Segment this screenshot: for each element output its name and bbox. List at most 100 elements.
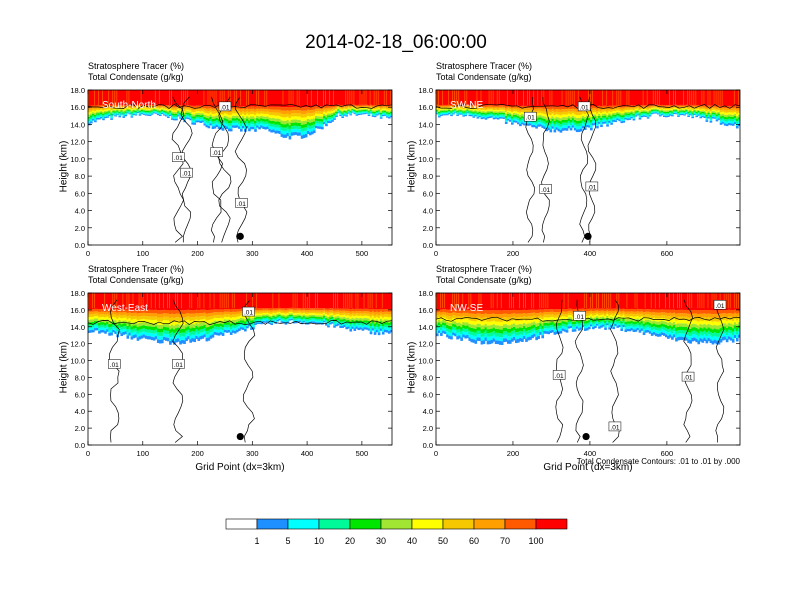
tracer-cell: [719, 116, 723, 119]
tracer-cell: [130, 329, 134, 333]
tracer-cell: [464, 109, 467, 112]
tracer-cell: [492, 113, 496, 115]
tracer-cell: [94, 313, 97, 317]
tracer-cell: [369, 104, 373, 106]
tracer-cell: [478, 115, 482, 118]
tracer-cell: [126, 108, 130, 110]
tracer-cell: [92, 107, 95, 109]
tracer-cell: [335, 310, 338, 313]
tracer-cell: [272, 320, 276, 323]
tracer-cell: [335, 322, 338, 325]
y-tick-label: 12.0: [418, 138, 433, 147]
tracer-cell: [308, 122, 312, 126]
tracer-cell: [254, 109, 257, 113]
tracer-cell: [167, 334, 170, 338]
tracer-cell: [148, 326, 152, 330]
contour-label: .01: [580, 104, 589, 111]
tracer-cell: [553, 126, 557, 130]
tracer-cell: [703, 112, 707, 114]
tracer-cell: [319, 322, 322, 325]
tracer-cell: [737, 123, 740, 127]
tracer-cell: [521, 116, 524, 119]
tracer-cell: [476, 115, 480, 118]
tracer-cell: [614, 90, 617, 106]
tracer-cell: [381, 328, 385, 332]
tracer-cell: [351, 109, 355, 110]
tracer-cell: [173, 325, 176, 330]
tracer-cell: [500, 106, 504, 109]
tracer-cell: [606, 115, 609, 118]
tracer-cell: [191, 120, 194, 123]
tracer-cell: [618, 114, 622, 116]
tracer-cell: [713, 106, 717, 109]
tracer-cell: [110, 115, 113, 117]
tracer-cell: [677, 107, 680, 110]
tracer-cell: [464, 106, 467, 108]
tracer-cell: [193, 293, 197, 311]
tracer-cell: [110, 309, 113, 313]
tracer-cell: [331, 320, 334, 322]
tracer-cell: [343, 108, 346, 110]
tracer-cell: [446, 114, 449, 116]
tracer-cell: [515, 109, 518, 112]
tracer-cell: [132, 111, 136, 113]
tracer-cell: [468, 105, 472, 107]
tracer-cell: [654, 90, 658, 105]
tracer-cell: [719, 122, 723, 125]
tracer-cell: [242, 320, 245, 323]
tracer-cell: [160, 317, 164, 322]
tracer-cell: [199, 115, 203, 118]
tracer-cell: [675, 110, 678, 112]
tracer-cell: [278, 109, 282, 113]
tracer-cell: [114, 112, 117, 114]
tracer-cell: [373, 309, 377, 313]
tracer-cell: [158, 339, 162, 344]
tracer-cell: [446, 312, 449, 316]
tracer-cell: [205, 330, 209, 335]
tracer-cell: [729, 123, 733, 126]
tracer-cell: [381, 331, 385, 335]
tracer-cell: [488, 112, 492, 114]
tracer-cell: [244, 120, 247, 124]
tracer-cell: [185, 313, 188, 317]
tracer-streak: [304, 293, 306, 309]
tracer-cell: [353, 111, 357, 113]
tracer-cell: [689, 110, 692, 112]
tracer-cell: [98, 108, 101, 111]
tracer-cell: [221, 315, 225, 319]
tracer-cell: [233, 111, 237, 114]
tracer-cell: [130, 114, 134, 117]
tracer-cell: [502, 111, 506, 113]
tracer-cell: [292, 119, 296, 123]
tracer-cell: [547, 124, 551, 128]
tracer-cell: [160, 339, 164, 344]
tracer-cell: [138, 326, 142, 330]
tracer-cell: [126, 309, 130, 313]
tracer-cell: [504, 90, 508, 106]
tracer-cell: [325, 117, 328, 120]
tracer-cell: [363, 105, 367, 107]
tracer-cell: [440, 113, 443, 115]
tracer-cell: [484, 90, 488, 106]
tracer-cell: [446, 107, 449, 109]
tracer-cell: [626, 116, 630, 119]
tracer-cell: [387, 114, 391, 116]
tracer-cell: [321, 108, 324, 112]
contour-line: [587, 96, 597, 243]
tracer-cell: [565, 109, 569, 112]
tracer-cell: [221, 312, 225, 316]
tracer-cell: [521, 109, 524, 113]
tracer-cell: [608, 115, 611, 118]
tracer-cell: [436, 293, 439, 310]
tracer-cell: [510, 90, 514, 106]
tracer-cell: [365, 318, 369, 321]
tracer-cell: [579, 120, 583, 124]
tracer-cell: [321, 293, 324, 309]
tracer-cell: [565, 119, 569, 123]
tracer-cell: [630, 109, 634, 112]
tracer-cell: [335, 318, 338, 321]
tracer-cell: [638, 117, 642, 120]
tracer-cell: [298, 308, 302, 310]
tracer-cell: [284, 90, 288, 108]
tracer-cell: [223, 309, 227, 312]
